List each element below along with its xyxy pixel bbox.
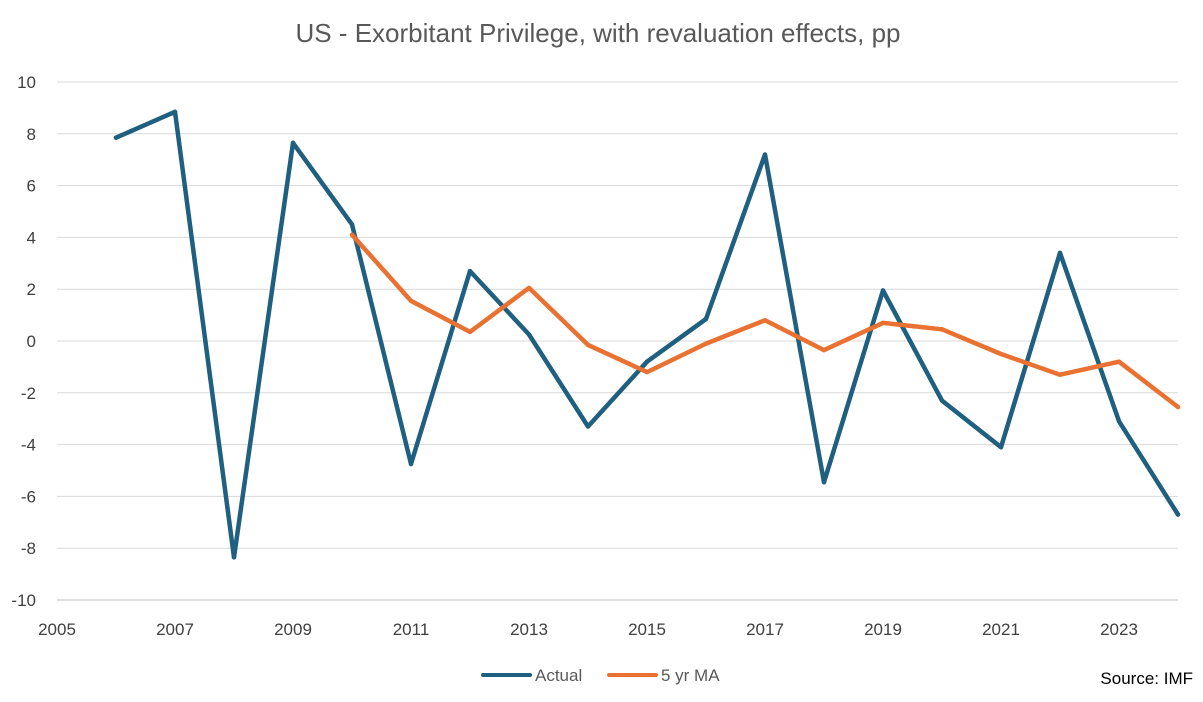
- data-point-actual: [1057, 250, 1063, 256]
- data-point-5-yr-ma: [349, 232, 355, 238]
- data-point-5-yr-ma: [703, 341, 709, 346]
- data-point-actual: [1175, 512, 1181, 517]
- x-tick-label: 2021: [982, 620, 1020, 639]
- y-tick-label: 10: [17, 73, 36, 92]
- y-tick-label: -8: [21, 539, 36, 558]
- legend: Actual 5 yr MA: [481, 666, 720, 685]
- data-point-5-yr-ma: [762, 318, 768, 323]
- x-tick-label: 2011: [393, 620, 430, 639]
- data-point-5-yr-ma: [1116, 359, 1122, 364]
- y-tick-label: 4: [27, 228, 36, 247]
- y-tick-label: 2: [27, 280, 36, 299]
- x-tick-label: 2013: [510, 620, 548, 639]
- legend-label-actual: Actual: [535, 666, 582, 685]
- data-point-5-yr-ma: [408, 298, 414, 304]
- x-axis-ticks: 2005 2007 2009 2011 2013 2015 2017 2019 2021 2023: [38, 620, 1138, 639]
- data-point-actual: [880, 288, 886, 293]
- data-point-actual: [762, 152, 768, 157]
- y-tick-label: 6: [27, 177, 36, 196]
- data-point-actual: [408, 461, 414, 467]
- data-point-5-yr-ma: [821, 347, 827, 353]
- data-point-actual: [821, 479, 827, 485]
- y-tick-label: -10: [11, 591, 36, 610]
- chart-title: US - Exorbitant Privilege, with revaluat…: [295, 18, 900, 48]
- y-tick-label: -6: [21, 487, 36, 506]
- x-tick-label: 2017: [746, 620, 784, 639]
- data-point-actual: [290, 140, 296, 146]
- data-point-5-yr-ma: [526, 285, 532, 291]
- data-point-actual: [1116, 419, 1122, 424]
- y-tick-label: 8: [27, 125, 36, 144]
- data-point-actual: [467, 268, 473, 274]
- legend-label-5yr-ma: 5 yr MA: [661, 666, 720, 685]
- y-tick-label: -4: [21, 436, 36, 455]
- data-point-5-yr-ma: [1175, 404, 1181, 410]
- data-point-actual: [998, 444, 1004, 450]
- data-point-5-yr-ma: [1057, 372, 1063, 377]
- data-point-actual: [585, 424, 591, 429]
- y-tick-label: -2: [21, 384, 36, 403]
- x-tick-label: 2009: [274, 620, 312, 639]
- series-lines: [113, 109, 1181, 560]
- data-point-actual: [231, 555, 237, 560]
- data-point-actual: [172, 109, 178, 114]
- x-tick-label: 2019: [864, 620, 902, 639]
- y-tick-label: 0: [27, 332, 36, 351]
- x-tick-label: 2023: [1100, 620, 1138, 639]
- source-note: Source: IMF: [1100, 669, 1193, 688]
- data-point-actual: [113, 135, 119, 140]
- data-point-5-yr-ma: [467, 329, 473, 335]
- data-point-5-yr-ma: [939, 327, 945, 332]
- data-point-actual: [526, 332, 532, 337]
- x-tick-label: 2007: [156, 620, 194, 639]
- x-tick-label: 2015: [628, 620, 666, 639]
- data-point-5-yr-ma: [998, 351, 1004, 357]
- y-axis-ticks: 10 8 6 4 2 0 -2 -4 -6 -8 -10: [11, 73, 36, 610]
- data-point-5-yr-ma: [644, 369, 650, 375]
- data-point-actual: [644, 359, 650, 364]
- data-point-actual: [703, 316, 709, 322]
- data-point-actual: [939, 398, 945, 403]
- data-point-actual: [349, 222, 355, 227]
- data-point-5-yr-ma: [880, 320, 886, 326]
- data-point-5-yr-ma: [585, 342, 591, 348]
- x-tick-label: 2005: [38, 620, 76, 639]
